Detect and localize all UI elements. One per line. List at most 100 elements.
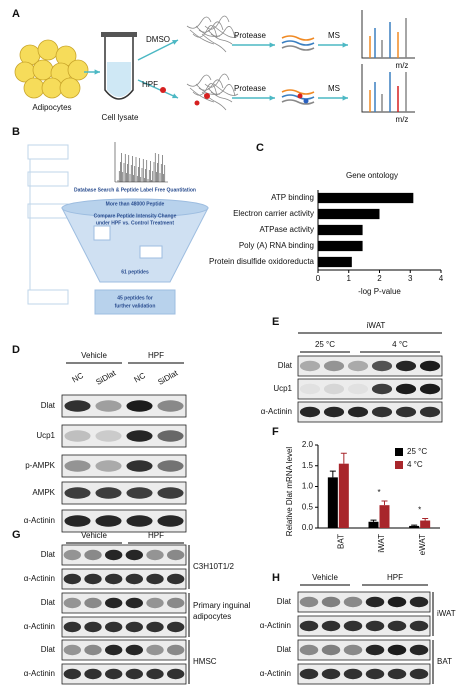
label: α-Actinin bbox=[24, 669, 55, 678]
blot bbox=[61, 509, 187, 533]
label: 61 peptides bbox=[121, 269, 149, 275]
band bbox=[365, 596, 385, 608]
y-tick-label: ATP binding bbox=[271, 193, 314, 202]
label: H bbox=[272, 572, 280, 584]
protein bbox=[198, 21, 224, 33]
stage-box bbox=[27, 171, 69, 187]
band bbox=[125, 644, 144, 656]
protein bbox=[213, 83, 239, 96]
band bbox=[347, 360, 369, 372]
label: α-Actinin bbox=[24, 574, 55, 583]
band bbox=[347, 406, 369, 418]
label: Vehicle bbox=[312, 573, 338, 582]
funnel-top bbox=[61, 198, 209, 218]
band bbox=[371, 406, 393, 418]
x-tick-label: 3 bbox=[408, 274, 413, 283]
label: Cell lysate bbox=[102, 113, 139, 122]
band bbox=[321, 620, 341, 632]
annotation: * bbox=[418, 506, 421, 515]
label: α-Actinin bbox=[261, 407, 292, 416]
x-tick-label: 1 bbox=[347, 274, 352, 283]
band bbox=[157, 400, 184, 412]
legend-label: 4 °C bbox=[407, 460, 423, 469]
band bbox=[387, 668, 407, 680]
band bbox=[419, 406, 441, 418]
peptide bbox=[281, 99, 315, 105]
protein bbox=[204, 15, 230, 30]
band bbox=[95, 460, 122, 472]
band bbox=[84, 597, 102, 609]
label: iWAT bbox=[367, 321, 386, 330]
band bbox=[419, 360, 441, 372]
band bbox=[125, 573, 144, 585]
band bbox=[126, 515, 153, 527]
arrow bbox=[137, 39, 179, 61]
label: C bbox=[256, 142, 264, 154]
band bbox=[157, 460, 184, 472]
bar bbox=[368, 521, 379, 528]
y-tick-label: 0.5 bbox=[302, 502, 314, 511]
band bbox=[387, 620, 407, 632]
band bbox=[95, 430, 122, 442]
x-tick-label: 2 bbox=[377, 274, 382, 283]
error-bar bbox=[381, 500, 388, 506]
label: E bbox=[272, 316, 279, 328]
bar bbox=[318, 240, 363, 252]
label: m/z bbox=[396, 61, 409, 70]
x-axis-label: -log P-value bbox=[358, 287, 401, 296]
band bbox=[419, 383, 441, 395]
label: Dlat bbox=[41, 401, 56, 410]
band bbox=[104, 549, 123, 561]
band bbox=[95, 515, 122, 527]
band bbox=[343, 644, 363, 656]
arrow-head bbox=[269, 95, 275, 101]
adipocyte bbox=[23, 77, 45, 99]
label: Dlat bbox=[41, 550, 56, 559]
adipocyte bbox=[67, 59, 89, 81]
band bbox=[343, 668, 363, 680]
band bbox=[323, 406, 345, 418]
band bbox=[365, 668, 385, 680]
label: G bbox=[12, 529, 21, 541]
blot bbox=[61, 639, 187, 661]
label: Dlat bbox=[278, 361, 293, 370]
protein bbox=[213, 25, 239, 38]
label: C3H10T1/2 bbox=[193, 562, 234, 571]
legend-swatch bbox=[395, 448, 403, 456]
band bbox=[299, 620, 319, 632]
band bbox=[157, 487, 184, 499]
arrow-head bbox=[172, 93, 178, 99]
adipocyte bbox=[59, 77, 81, 99]
band bbox=[299, 596, 319, 608]
label: HPF bbox=[142, 80, 158, 89]
label: SiDlat bbox=[156, 368, 180, 387]
label: adipocytes bbox=[193, 612, 231, 621]
band bbox=[343, 620, 363, 632]
label: MS bbox=[328, 84, 340, 93]
drug-dot bbox=[204, 93, 210, 99]
label: HPF bbox=[148, 531, 164, 540]
y-axis-label: Relative Dlat mRNA level bbox=[285, 447, 294, 537]
band bbox=[63, 668, 82, 680]
label: 25 °C bbox=[315, 340, 335, 349]
label: α-Actinin bbox=[24, 516, 55, 525]
label: HPF bbox=[387, 573, 403, 582]
protein bbox=[186, 16, 212, 29]
label: Vehicle bbox=[81, 351, 107, 360]
error-bar bbox=[422, 517, 429, 521]
protein bbox=[186, 74, 212, 87]
stage-box bbox=[27, 203, 69, 219]
bar bbox=[318, 256, 352, 268]
peptide bbox=[281, 35, 315, 41]
bar bbox=[409, 525, 420, 528]
band bbox=[104, 573, 123, 585]
arrow-head bbox=[172, 40, 178, 45]
x-tick-label: eWAT bbox=[418, 534, 427, 555]
band bbox=[125, 668, 144, 680]
label: MS bbox=[328, 31, 340, 40]
y-tick-label: 1.0 bbox=[302, 482, 314, 491]
label: Dlat bbox=[277, 597, 292, 606]
band bbox=[104, 668, 123, 680]
drug-dot bbox=[160, 87, 166, 93]
peptide bbox=[281, 45, 315, 51]
